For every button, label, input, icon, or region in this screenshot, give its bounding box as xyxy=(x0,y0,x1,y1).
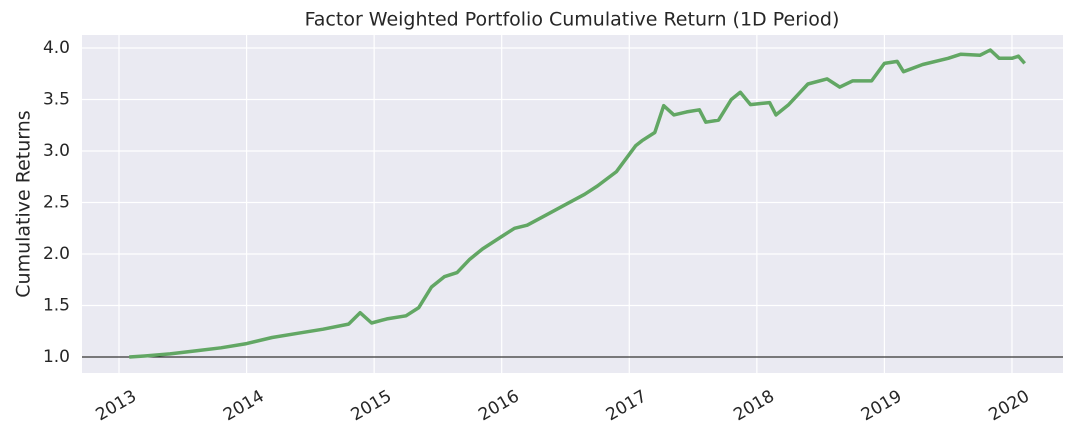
y-tick-label: 3.5 xyxy=(43,89,70,109)
y-tick-label: 1.0 xyxy=(43,347,70,367)
y-tick-label: 2.0 xyxy=(43,244,70,264)
y-tick-label: 3.0 xyxy=(43,141,70,161)
plot-area xyxy=(82,35,1063,373)
y-axis-label: Cumulative Returns xyxy=(13,110,35,297)
x-tick-label: 2020 xyxy=(986,386,1033,425)
data-line xyxy=(129,48,1027,359)
x-tick-label: 2019 xyxy=(858,386,905,425)
x-tick-label: 2018 xyxy=(730,386,777,425)
y-tick-label: 2.5 xyxy=(43,193,70,213)
x-tick-label: 2013 xyxy=(93,386,140,425)
y-tick-label: 1.5 xyxy=(43,296,70,316)
x-tick-label: 2015 xyxy=(348,386,395,425)
x-tick-label: 2017 xyxy=(603,386,650,425)
chart-title: Factor Weighted Portfolio Cumulative Ret… xyxy=(305,9,840,31)
x-tick-label: 2016 xyxy=(475,386,522,425)
y-tick-label: 4.0 xyxy=(43,38,70,58)
x-tick-label: 2014 xyxy=(220,386,267,425)
